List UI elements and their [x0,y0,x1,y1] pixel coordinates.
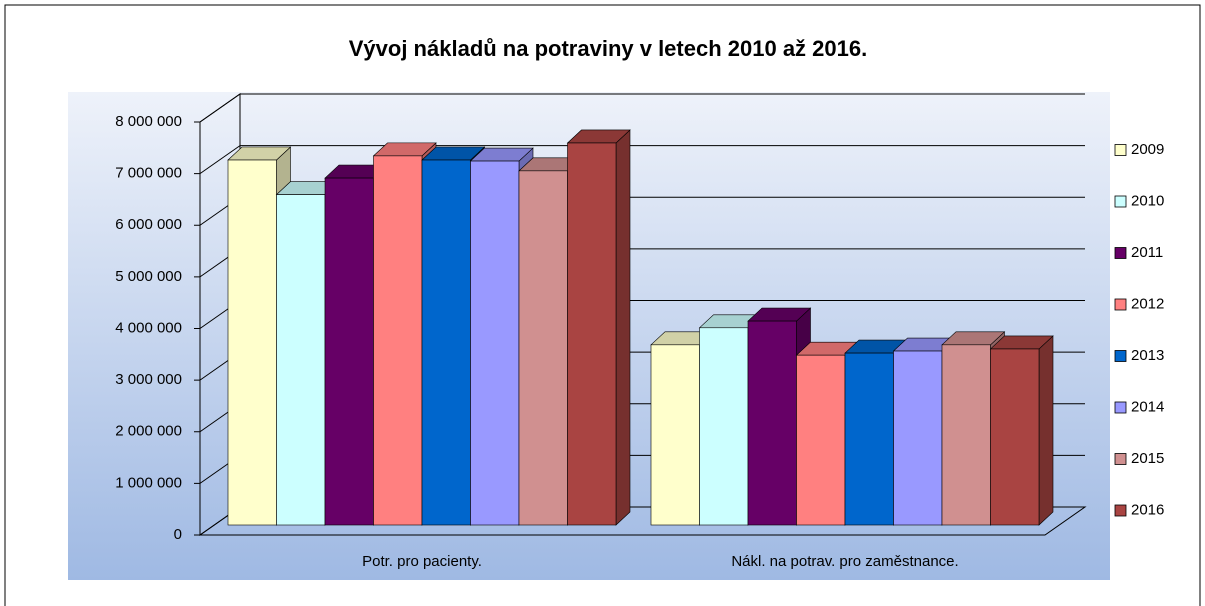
grid-line [199,145,241,175]
x-tick-label: Potr. pro pacienty. [362,553,482,570]
bar [650,344,700,526]
legend-label: 2015 [1131,450,1164,467]
bar [796,354,846,526]
y-tick-label: 7 000 000 [115,165,182,182]
bar [747,320,797,526]
y-tick-label: 3 000 000 [115,371,182,388]
y-tick-label: 5 000 000 [115,268,182,285]
legend-swatch [1114,350,1127,362]
bar [324,177,374,526]
bar [518,170,568,526]
y-tick-label: 8 000 000 [115,113,182,130]
legend-swatch [1114,401,1127,414]
bar [227,159,277,526]
legend-label: 2016 [1131,501,1164,518]
bar [941,344,991,526]
legend-label: 2012 [1131,295,1164,312]
y-tick-label: 0 [174,526,182,543]
legend-label: 2010 [1131,192,1164,209]
bar [373,155,423,526]
bar [276,194,326,526]
bar [893,350,943,526]
legend-swatch [1114,195,1127,208]
bar [990,348,1040,526]
legend-label: 2013 [1131,347,1164,364]
y-tick-label: 2 000 000 [115,423,182,440]
legend-label: 2009 [1131,141,1164,158]
y-tick-label: 1 000 000 [115,474,182,491]
bar [844,352,894,526]
legend-swatch [1114,247,1127,259]
grid-line [199,93,241,123]
legend-label: 2014 [1131,398,1164,415]
legend-swatch [1114,298,1127,311]
y-tick-label: 6 000 000 [115,216,182,233]
bar [470,160,520,526]
bar-side [1038,335,1054,526]
legend-label: 2011 [1131,244,1163,261]
bar [567,142,617,526]
frame [4,4,1201,606]
bar [699,327,749,526]
legend-swatch [1114,504,1127,517]
legend-swatch [1114,144,1127,156]
x-tick-label: Nákl. na potrav. pro zaměstnance. [731,553,958,570]
bar [421,159,471,526]
chart-title: Vývoj nákladů na potraviny v letech 2010… [349,36,867,61]
y-tick-label: 4 000 000 [115,319,182,336]
bar-side [615,129,631,526]
legend-swatch [1114,453,1127,465]
